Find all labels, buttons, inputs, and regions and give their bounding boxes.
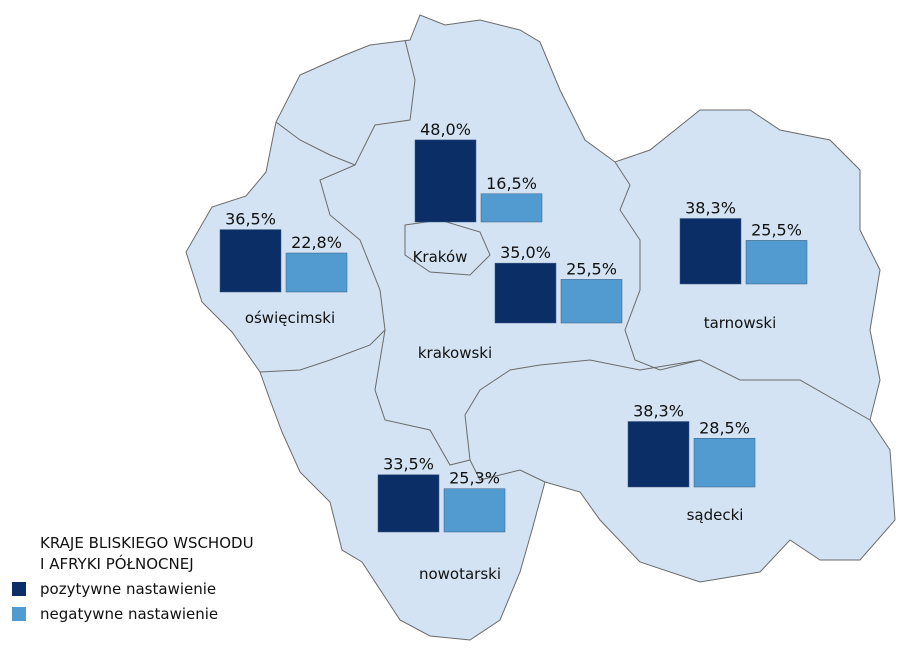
bar <box>377 474 440 533</box>
bar <box>560 279 623 324</box>
value-label: 38,3% <box>633 402 684 421</box>
value-label: 16,5% <box>486 174 537 193</box>
bar <box>679 218 742 285</box>
bar <box>219 229 282 293</box>
value-label: 36,5% <box>225 210 276 229</box>
bar <box>285 252 348 293</box>
bar <box>443 488 506 533</box>
region-name: nowotarski <box>419 565 501 583</box>
value-label: 25,5% <box>751 220 802 239</box>
legend-label: negatywne nastawienie <box>40 605 218 623</box>
value-label: 33,5% <box>383 455 434 474</box>
legend-title: KRAJE BLISKIEGO WSCHODU <box>40 534 254 552</box>
region-name: Kraków <box>413 248 468 266</box>
bar <box>480 193 543 223</box>
region-name: sądecki <box>687 506 744 524</box>
value-label: 22,8% <box>291 233 342 252</box>
bar <box>414 139 477 223</box>
legend-swatch <box>12 607 26 621</box>
region-name: oświęcimski <box>245 309 335 327</box>
value-label: 28,5% <box>699 418 750 437</box>
bar <box>627 421 690 488</box>
value-label: 35,0% <box>500 243 551 262</box>
region-name: tarnowski <box>704 314 777 332</box>
region-border <box>464 359 701 483</box>
legend-title: I AFRYKI PÓŁNOCNEJ <box>40 554 194 573</box>
region-border <box>374 329 471 466</box>
value-label: 38,3% <box>685 199 736 218</box>
value-label: 25,5% <box>566 259 617 278</box>
legend-label: pozytywne nastawienie <box>40 580 216 598</box>
map-outline <box>185 14 896 641</box>
region-border <box>259 164 386 373</box>
region-name: krakowski <box>418 344 492 362</box>
region-border <box>614 161 871 421</box>
bar <box>494 262 557 324</box>
value-label: 25,3% <box>449 469 500 488</box>
value-label: 48,0% <box>420 120 471 139</box>
bar <box>745 240 808 285</box>
bar <box>693 438 756 488</box>
region-border <box>275 39 416 166</box>
legend-swatch <box>12 582 26 596</box>
